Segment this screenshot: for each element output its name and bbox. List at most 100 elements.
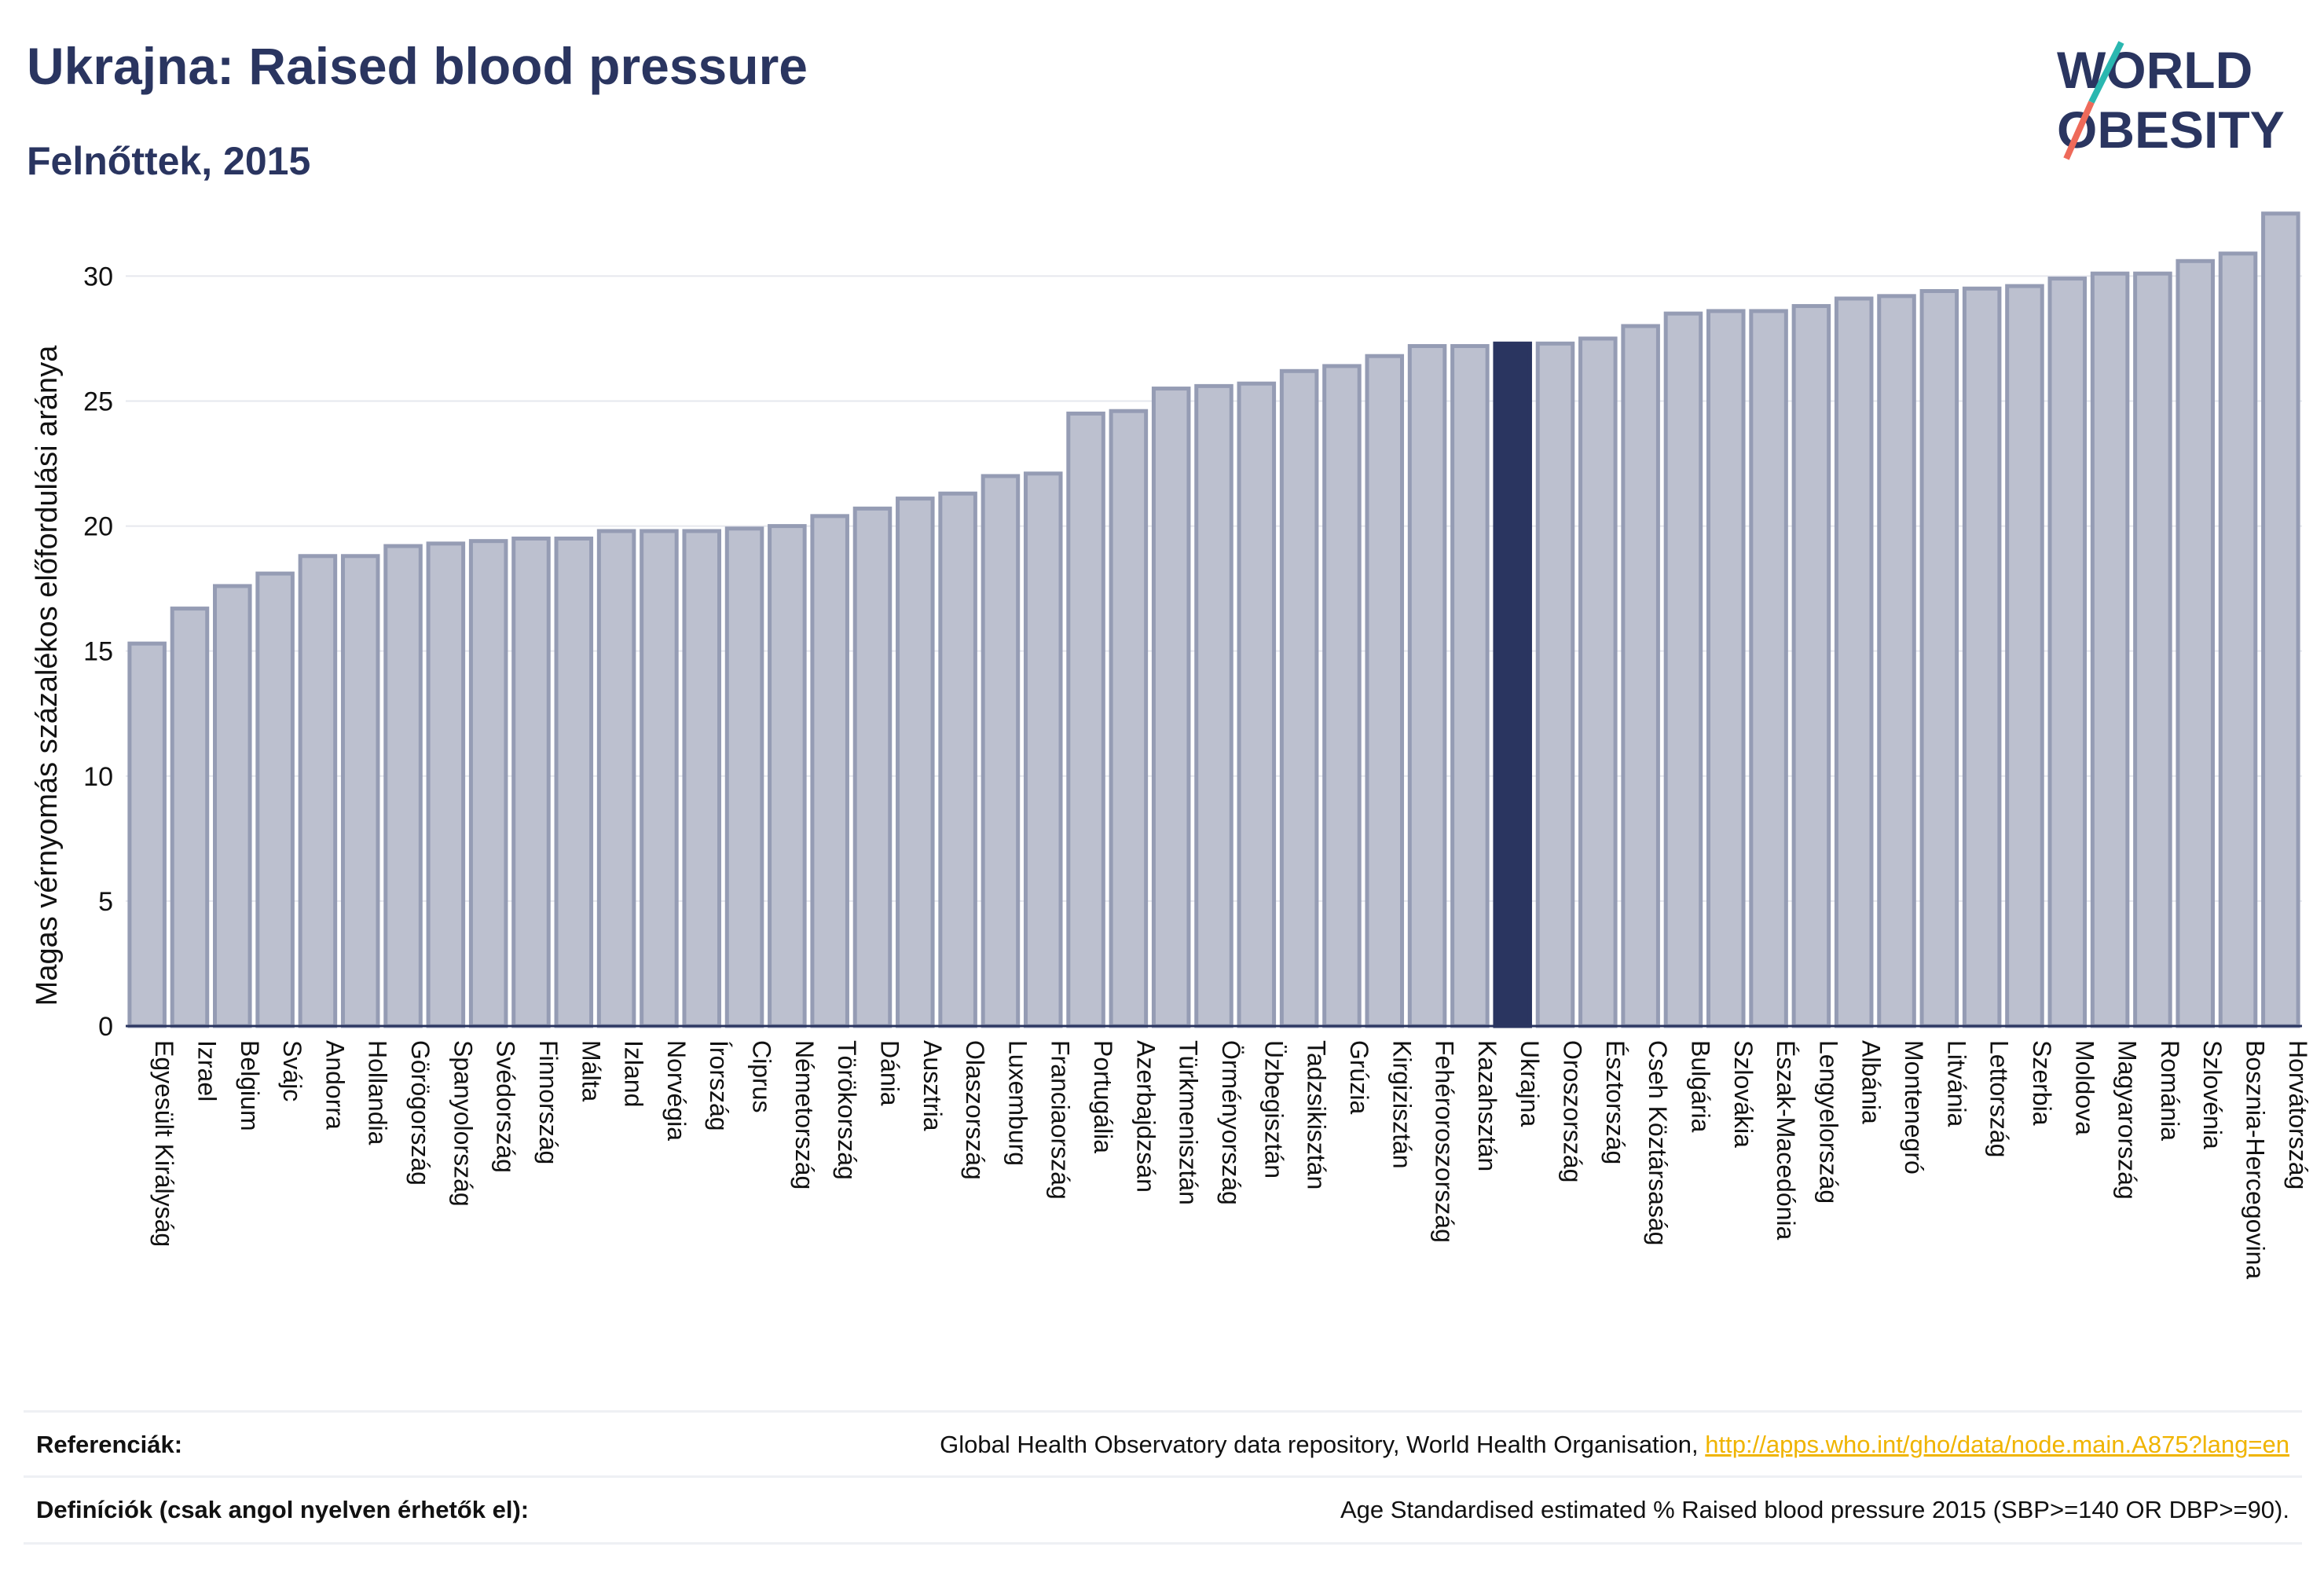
x-tick-label: Cseh Köztársaság [1644, 1040, 1672, 1245]
x-tick-label: Kazahsztán [1473, 1040, 1501, 1171]
x-tick-label: Montenegró [1900, 1040, 1928, 1175]
bar-chart: 0 5 10 15 20 25 30 Egyesült Királyság Izrael Bel… [31, 211, 2312, 1279]
bar [340, 554, 380, 1028]
references-label: Referenciák: [36, 1431, 183, 1458]
bar [554, 536, 594, 1028]
bar [896, 497, 935, 1028]
bar [852, 506, 893, 1028]
bar [1962, 286, 2002, 1028]
bar [426, 541, 466, 1028]
bar [1237, 381, 1277, 1028]
x-tick-label: Ciprus [748, 1040, 776, 1112]
bar [1109, 409, 1149, 1028]
bar [1450, 343, 1490, 1028]
y-tick-label: 5 [98, 887, 113, 917]
x-tick-label: Moldova [2070, 1040, 2099, 1135]
x-tick-label: Svédország [492, 1040, 520, 1173]
x-tick-label: Fehéroroszország [1431, 1040, 1459, 1243]
bar [1535, 341, 1575, 1028]
bar [298, 554, 338, 1028]
bar [255, 571, 295, 1028]
logo-slash-teal [2088, 41, 2124, 104]
x-tick-label: Horvátország [2284, 1040, 2312, 1189]
bar [640, 529, 679, 1028]
x-tick-label: Írország [705, 1040, 733, 1131]
bar [1749, 309, 1788, 1028]
x-tick-label: Izland [620, 1040, 648, 1107]
bar [1791, 304, 1831, 1028]
x-tick-label: Norvégia [662, 1040, 691, 1141]
x-tick-label: Azerbajdzsán [1131, 1040, 1160, 1193]
x-tick-label: Szlovákia [1729, 1040, 1758, 1148]
logo-slash-coral [2063, 101, 2095, 160]
x-tick-label: Németország [790, 1040, 819, 1189]
x-tick-label: Belgium [236, 1040, 264, 1131]
y-tick-label: 0 [98, 1012, 113, 1042]
references-row: Referenciák: Global Health Observatory d… [24, 1410, 2302, 1477]
x-tick-label: Türkmenisztán [1175, 1040, 1203, 1205]
bar [2047, 277, 2088, 1028]
y-tick-label: 25 [83, 387, 113, 416]
bar [1066, 411, 1105, 1028]
bar-highlight [1493, 341, 1532, 1028]
x-tick-label: Tadzsikisztán [1303, 1040, 1331, 1189]
x-tick-label: Lettország [1985, 1040, 2014, 1157]
bar [127, 641, 167, 1028]
references-value: Global Health Observatory data repositor… [940, 1431, 2302, 1459]
x-tick-label: Szerbia [2028, 1040, 2056, 1126]
references-link[interactable]: http://apps.who.int/gho/data/node.main.A… [1705, 1431, 2289, 1458]
x-tick-label: Andorra [321, 1040, 349, 1130]
bar [1194, 383, 1233, 1028]
bar [596, 529, 636, 1028]
x-tick-label: Magyarország [2113, 1040, 2142, 1200]
x-tick-label: Ausztria [918, 1040, 947, 1131]
y-tick-label: 20 [83, 512, 113, 542]
x-tick-label: Törökország [833, 1040, 861, 1180]
bar [2090, 271, 2130, 1028]
bar [511, 536, 551, 1028]
bar [1834, 296, 1874, 1028]
x-tick-label: Franciaország [1047, 1040, 1075, 1200]
bar [2133, 271, 2172, 1028]
bar [1365, 354, 1405, 1028]
bar [1663, 311, 1703, 1028]
bars [127, 211, 2300, 1028]
bar [1578, 336, 1618, 1028]
category-labels: Egyesült Királyság Izrael Belgium Svájc Ando… [150, 1040, 2312, 1279]
x-tick-label: Grúzia [1345, 1040, 1373, 1114]
y-tick-label: 15 [83, 637, 113, 667]
page-title: Ukrajna: Raised blood pressure [27, 37, 808, 95]
y-axis-label: Magas vérnyomás százalékos előfordulási … [31, 345, 64, 1006]
y-tick-label: 10 [83, 762, 113, 792]
bar [170, 607, 210, 1028]
bar [1919, 288, 1959, 1028]
x-tick-label: Svájc [278, 1040, 306, 1101]
x-tick-label: Oroszország [1559, 1040, 1587, 1182]
bar [213, 584, 252, 1028]
x-tick-label: Hollandia [364, 1040, 392, 1145]
bar [1706, 309, 1746, 1028]
bar [2176, 258, 2215, 1028]
x-tick-label: Finnország [534, 1040, 563, 1164]
x-tick-label: Luxemburg [1003, 1040, 1032, 1166]
bar [1877, 294, 1916, 1028]
x-tick-label: Ukrajna [1516, 1040, 1544, 1127]
bar [2261, 211, 2300, 1028]
bar [1322, 364, 1362, 1028]
bar [768, 524, 807, 1028]
references-text: Global Health Observatory data repositor… [940, 1431, 1699, 1458]
logo-line1: WORLD [2057, 41, 2253, 99]
bar [2005, 284, 2044, 1028]
bar [981, 474, 1021, 1028]
bar [682, 529, 722, 1028]
x-tick-label: Örményország [1217, 1040, 1245, 1205]
x-tick-label: Litvánia [1942, 1040, 1970, 1127]
x-tick-label: Szlovénia [2198, 1040, 2227, 1149]
x-tick-label: Bosznia-Hercegovina [2242, 1040, 2270, 1279]
bar [468, 539, 508, 1028]
x-tick-label: Kirgizisztán [1387, 1040, 1416, 1169]
x-tick-label: Észtország [1601, 1040, 1629, 1164]
bar [1151, 387, 1191, 1028]
x-tick-label: Izrael [192, 1040, 221, 1101]
bar [724, 526, 764, 1028]
